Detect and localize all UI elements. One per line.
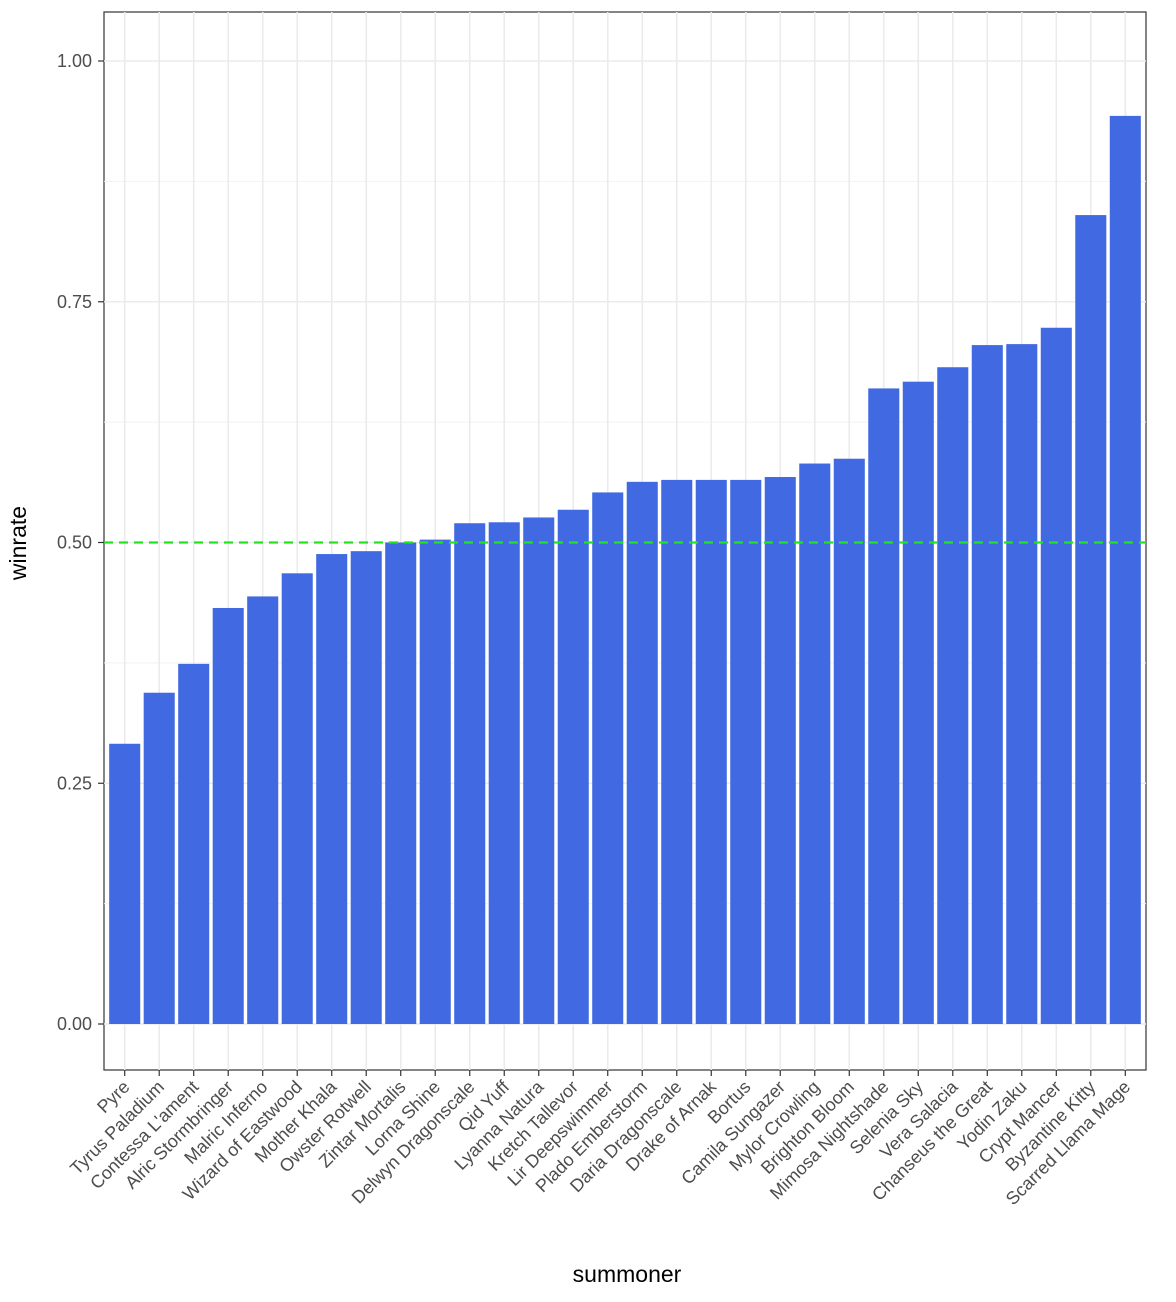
- bar-13: [557, 509, 589, 1024]
- bar-0: [109, 743, 141, 1024]
- bar-6: [316, 554, 348, 1024]
- bar-19: [764, 477, 796, 1024]
- bar-25: [971, 345, 1003, 1025]
- bar-4: [247, 596, 279, 1024]
- y-axis-title: winrate: [5, 506, 31, 581]
- bar-12: [523, 517, 555, 1024]
- bar-23: [902, 381, 934, 1025]
- bar-21: [833, 458, 865, 1024]
- bars: [109, 115, 1141, 1025]
- bar-17: [695, 479, 727, 1024]
- bar-22: [868, 388, 900, 1024]
- bar-18: [730, 479, 762, 1024]
- bar-26: [1006, 344, 1038, 1024]
- y-tick-label: 0.50: [57, 533, 92, 553]
- bar-24: [937, 367, 969, 1024]
- bar-16: [661, 479, 693, 1024]
- y-axis: 0.00 0.25 0.50 0.75 1.00: [57, 51, 104, 1034]
- bar-5: [281, 573, 313, 1024]
- y-tick-label: 1.00: [57, 51, 92, 71]
- bar-20: [799, 463, 831, 1024]
- bar-29: [1109, 115, 1141, 1025]
- bar-2: [178, 663, 210, 1024]
- bar-3: [212, 607, 244, 1024]
- bar-8: [385, 542, 417, 1024]
- bar-9: [419, 539, 451, 1024]
- y-tick-label: 0.75: [57, 292, 92, 312]
- bar-28: [1075, 215, 1107, 1024]
- bar-27: [1040, 327, 1072, 1025]
- bar-15: [626, 481, 658, 1024]
- bar-1: [143, 692, 175, 1024]
- y-tick-label: 0.25: [57, 773, 92, 793]
- y-tick-label: 0.00: [57, 1014, 92, 1034]
- bar-11: [488, 522, 520, 1024]
- bar-14: [592, 492, 624, 1024]
- x-axis-title: summoner: [573, 1261, 682, 1287]
- bar-7: [350, 551, 382, 1024]
- bar-10: [454, 523, 486, 1024]
